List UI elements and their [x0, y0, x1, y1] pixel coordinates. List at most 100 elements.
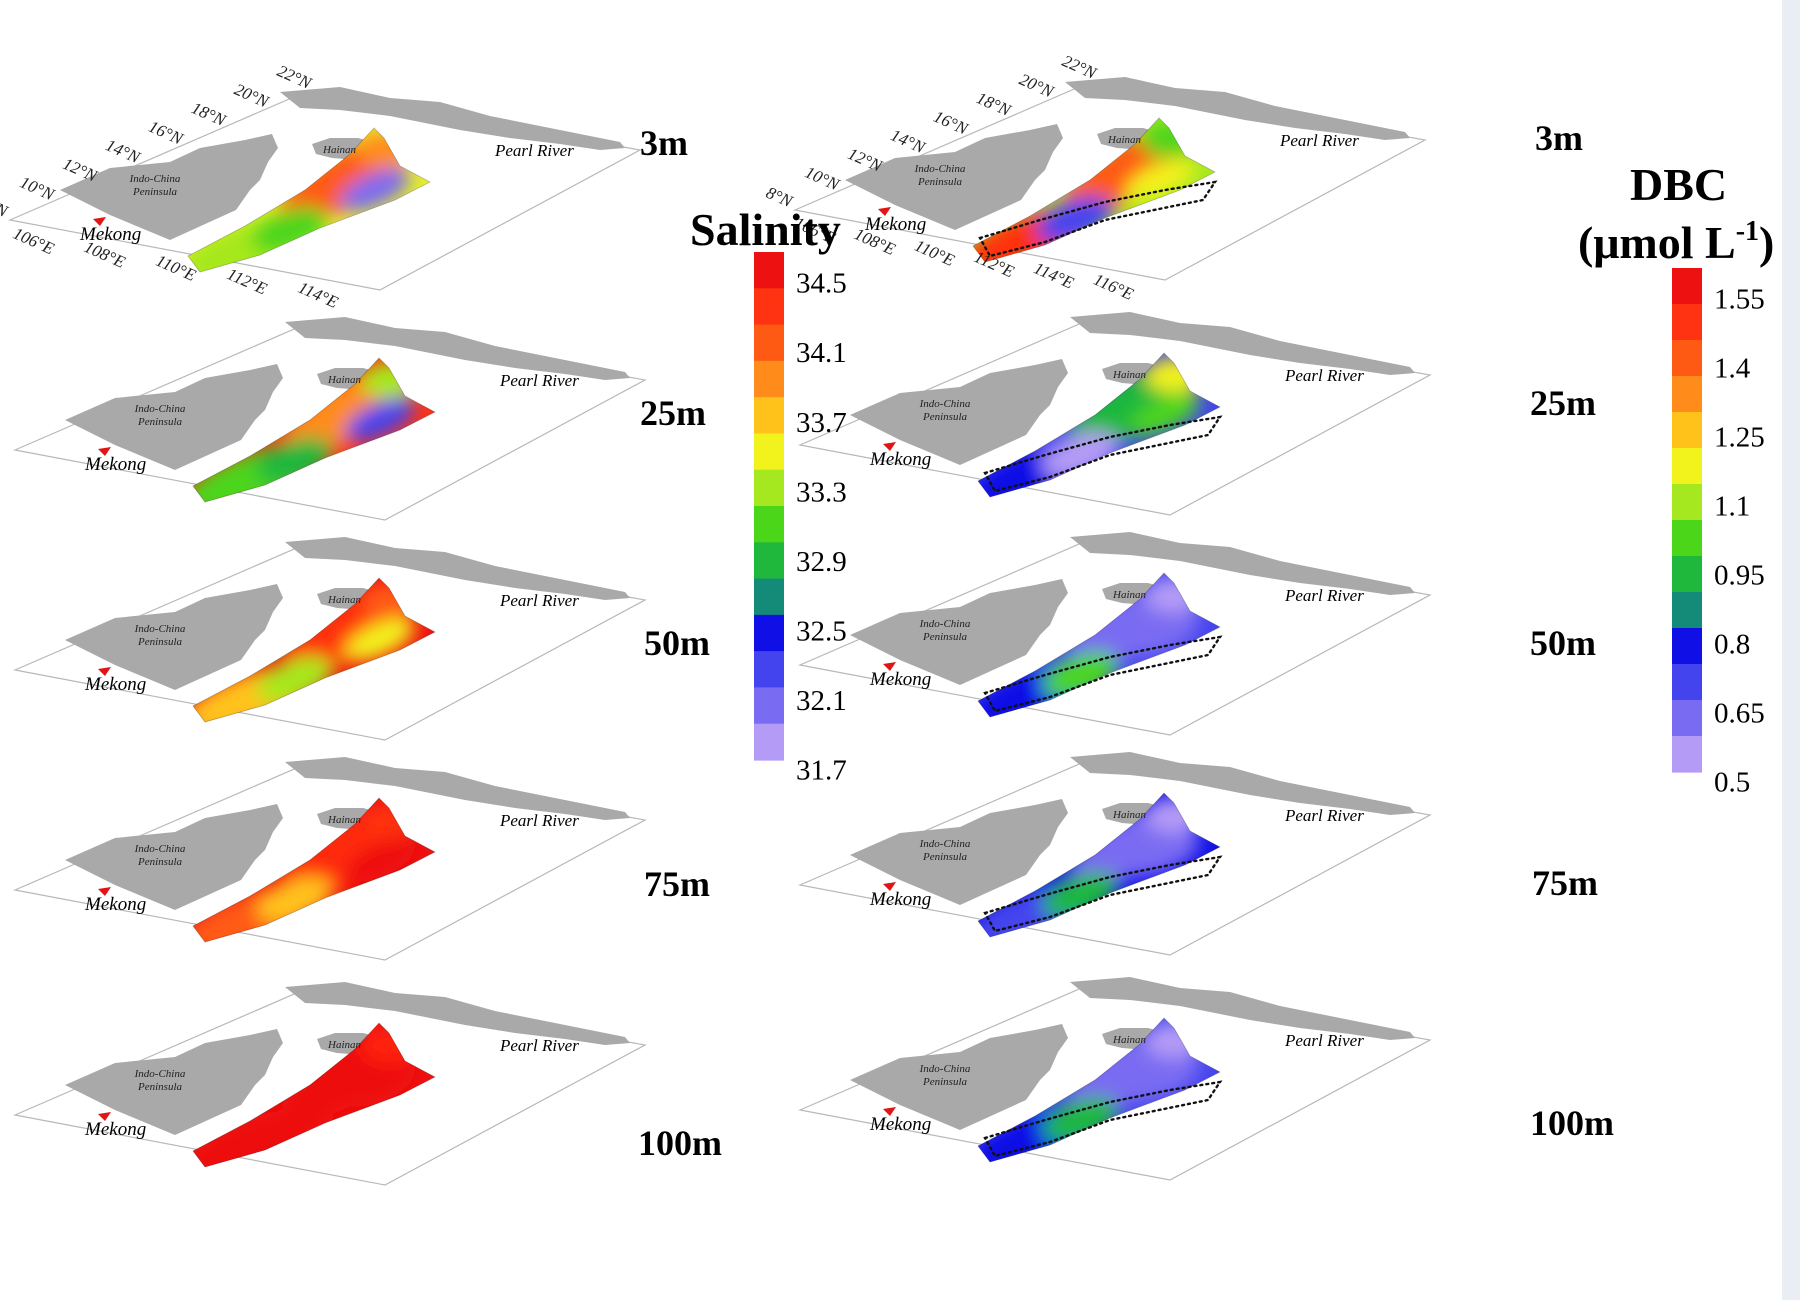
right-depth-label-3m: 3m	[1535, 118, 1583, 158]
dbc-25m-peninsula-label-line1: Indo-China	[919, 398, 971, 410]
salinity-colorbar-color-segment	[754, 288, 784, 326]
salinity-50m-pearl-river-label: Pearl River	[499, 591, 579, 610]
dbc-50m-pearl-river-label: Pearl River	[1284, 586, 1364, 605]
dbc-colorbar: DBC (μmol L-1) 1.55 1.4 1.25 1.1 0.95 0.8 0.65…	[1578, 159, 1774, 799]
dbc-75m-indochina-land	[850, 799, 1068, 905]
salinity-3m-lat-tick: 20°N	[231, 80, 272, 112]
dbc-colorbar-color-segment	[1672, 592, 1702, 629]
dbc-3m-mekong-marker-icon	[878, 207, 891, 216]
dbc-50m-boundary-outline	[983, 635, 1223, 713]
dbc-colorbar-color-segment	[1672, 628, 1702, 665]
dbc-3m-peninsula-label-line1: Indo-China	[914, 163, 966, 175]
salinity-3m-lat-tick: 14°N	[103, 135, 144, 167]
salinity-3m-lat-tick: 8°N	[0, 193, 12, 222]
salinity-colorbar-tick-label: 34.5	[796, 268, 847, 300]
dbc-25m-layer: Mekong Hainan Pearl River Indo-ChinaPeninsu…	[797, 312, 1432, 516]
salinity-100m-hainan-label: Hainan	[327, 1039, 362, 1051]
salinity-75m-layer: Mekong Hainan Pearl River Indo-ChinaPeninsu…	[12, 757, 647, 961]
dbc-unit-main: (μmol L	[1578, 217, 1736, 268]
salinity-50m-indochina-land	[65, 584, 283, 690]
dbc-75m-hainan-label: Hainan	[1112, 809, 1147, 821]
dbc-50m-hainan-label: Hainan	[1112, 589, 1147, 601]
salinity-3m-contour-field	[188, 128, 430, 272]
salinity-50m-layer: Mekong Hainan Pearl River Indo-ChinaPeninsu…	[12, 537, 647, 741]
dbc-colorbar-tick-label: 0.65	[1714, 698, 1765, 730]
dbc-50m-layer: Mekong Hainan Pearl River Indo-ChinaPeninsu…	[797, 532, 1432, 736]
dbc-100m-boundary-outline	[983, 1080, 1223, 1158]
dbc-colorbar-color-segment	[1672, 664, 1702, 701]
salinity-colorbar-color-segment	[754, 723, 784, 761]
salinity-25m-contour-field	[193, 358, 435, 502]
salinity-25m-peninsula-label-line1: Indo-China	[134, 403, 186, 415]
salinity-colorbar-color-segment	[754, 397, 784, 435]
dbc-colorbar-color-segment	[1672, 340, 1702, 377]
salinity-50m-south-china-land	[285, 537, 630, 600]
dbc-colorbar-color-segment	[1672, 268, 1702, 305]
salinity-100m-mekong-label: Mekong	[84, 1119, 146, 1140]
salinity-25m-mekong-label: Mekong	[84, 454, 146, 475]
salinity-3m-lat-tick: 18°N	[189, 98, 230, 130]
dbc-25m-mekong-marker-icon	[883, 442, 896, 451]
dbc-colorbar-tick-label: 0.5	[1714, 767, 1750, 799]
dbc-25m-hainan-label: Hainan	[1112, 369, 1147, 381]
dbc-colorbar-tick-label: 1.55	[1714, 283, 1765, 315]
salinity-100m-layer: Mekong Hainan Pearl River Indo-ChinaPeninsu…	[12, 982, 647, 1186]
salinity-colorbar-color-segment	[754, 324, 784, 362]
salinity-75m-hainan-label: Hainan	[327, 814, 362, 826]
salinity-colorbar-color-segment	[754, 651, 784, 689]
dbc-50m-patch	[1129, 613, 1201, 657]
dbc-3m-peninsula-label-line2: Peninsula	[917, 176, 962, 188]
right-depth-label-75m: 75m	[1532, 863, 1598, 903]
dbc-50m-south-china-land	[1070, 532, 1415, 595]
salinity-50m-mekong-label: Mekong	[84, 674, 146, 695]
salinity-25m-layer: Mekong Hainan Pearl River Indo-ChinaPeninsu…	[12, 317, 647, 521]
dbc-3m-lat-tick: 22°N	[1059, 51, 1100, 83]
salinity-colorbar-color-segment	[754, 360, 784, 398]
dbc-3m-lat-tick: 18°N	[974, 88, 1015, 120]
right-depth-label-100m: 100m	[1530, 1103, 1614, 1143]
dbc-colorbar-color-segment	[1672, 520, 1702, 557]
dbc-100m-mekong-marker-icon	[883, 1107, 896, 1116]
dbc-colorbar-color-segment	[1672, 448, 1702, 485]
salinity-colorbar-color-segment	[754, 433, 784, 471]
right-depth-label-50m: 50m	[1530, 623, 1596, 663]
salinity-75m-indochina-land	[65, 804, 283, 910]
dbc-25m-patch	[1129, 393, 1201, 437]
dbc-100m-peninsula-label-line1: Indo-China	[919, 1063, 971, 1075]
dbc-75m-peninsula-label-line1: Indo-China	[919, 838, 971, 850]
dbc-colorbar-color-segment	[1672, 484, 1702, 521]
dbc-3m-south-china-land	[1065, 77, 1410, 140]
salinity-3m-indochina-land	[60, 134, 278, 240]
salinity-75m-peninsula-label-line1: Indo-China	[134, 843, 186, 855]
dbc-colorbar-color-segment	[1672, 556, 1702, 593]
salinity-3m-lon-tick: 114°E	[295, 278, 341, 312]
dbc-3m-lon-tick: 116°E	[1091, 270, 1137, 304]
salinity-3m-layer: Mekong Hainan Pearl River Indo-ChinaPeninsu…	[7, 87, 642, 291]
dbc-25m-peninsula-label-line2: Peninsula	[922, 411, 967, 423]
left-depth-label-75m: 75m	[644, 864, 710, 904]
dbc-3m-layer: Mekong Hainan Pearl River Indo-ChinaPeninsu…	[792, 77, 1427, 281]
left-depth-label-50m: 50m	[644, 623, 710, 663]
salinity-75m-pearl-river-label: Pearl River	[499, 811, 579, 830]
salinity-75m-mekong-label: Mekong	[84, 894, 146, 915]
dbc-100m-mekong-label: Mekong	[869, 1114, 931, 1135]
salinity-100m-peninsula-label-line1: Indo-China	[134, 1068, 186, 1080]
salinity-3m-mekong-label: Mekong	[79, 224, 141, 245]
dbc-75m-peninsula-label-line2: Peninsula	[922, 851, 967, 863]
salinity-25m-indochina-land	[65, 364, 283, 470]
dbc-3m-lat-tick: 14°N	[888, 125, 929, 157]
left-depth-label-100m: 100m	[638, 1123, 722, 1163]
salinity-3m-lat-tick: 10°N	[17, 173, 58, 205]
salinity-colorbar-tick-label: 34.1	[796, 337, 847, 369]
salinity-colorbar-color-segment	[754, 542, 784, 580]
salinity-colorbar-tick-label: 32.5	[796, 616, 847, 648]
dbc-25m-mekong-label: Mekong	[869, 449, 931, 470]
dbc-25m-south-china-land	[1070, 312, 1415, 375]
dbc-75m-mekong-label: Mekong	[869, 889, 931, 910]
dbc-50m-peninsula-label-line1: Indo-China	[919, 618, 971, 630]
dbc-colorbar-tick-label: 1.1	[1714, 491, 1750, 523]
dbc-3m-lon-tick: 114°E	[1031, 258, 1077, 292]
dbc-colorbar-color-segment	[1672, 700, 1702, 737]
salinity-100m-mekong-marker-icon	[98, 1112, 111, 1121]
salinity-25m-peninsula-label-line2: Peninsula	[137, 416, 182, 428]
